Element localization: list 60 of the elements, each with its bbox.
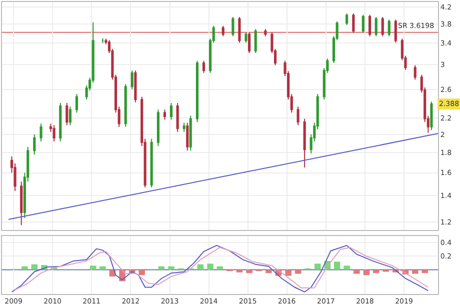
bar	[344, 266, 350, 270]
bar	[207, 264, 214, 270]
bar	[372, 270, 380, 274]
candlestick	[134, 70, 137, 103]
candlestick	[222, 25, 224, 37]
candlestick	[186, 122, 189, 152]
candlestick	[176, 102, 179, 132]
candlestick	[124, 84, 127, 128]
candlestick	[381, 16, 384, 37]
candlestick	[352, 13, 355, 34]
bar	[294, 270, 302, 274]
candlestick	[430, 101, 433, 131]
candlestick	[130, 70, 134, 90]
candlestick	[170, 102, 173, 120]
candlestick	[101, 38, 104, 44]
candlestick	[156, 109, 160, 146]
candlestick	[238, 16, 241, 44]
candlestick	[40, 123, 42, 142]
bar	[236, 270, 243, 272]
candlestick	[163, 109, 166, 120]
bar	[168, 266, 174, 270]
bar	[285, 270, 292, 276]
candlestick	[254, 28, 257, 54]
candlestick	[68, 106, 72, 126]
candlestick	[394, 19, 397, 44]
candlestick	[362, 14, 364, 34]
candlestick	[264, 28, 267, 37]
candlestick	[33, 134, 36, 155]
bar	[354, 270, 360, 274]
bar	[100, 266, 106, 270]
candlestick	[202, 60, 206, 74]
candlestick	[182, 122, 186, 132]
candlestick	[150, 138, 153, 188]
candlestick	[303, 118, 306, 168]
candlestick	[388, 19, 390, 37]
bar	[246, 270, 252, 274]
candlestick	[248, 32, 251, 54]
bar	[363, 270, 370, 276]
candlestick	[244, 32, 248, 44]
bar	[266, 270, 272, 274]
candlestick	[59, 102, 62, 142]
bar	[334, 262, 340, 270]
candlestick	[374, 16, 378, 37]
candlestick	[66, 102, 68, 126]
candlestick	[368, 14, 372, 37]
bar	[22, 266, 28, 270]
candlestick	[196, 60, 199, 122]
bar	[422, 270, 428, 274]
candlestick	[346, 13, 348, 26]
candlestick	[296, 106, 300, 126]
candlestick	[232, 16, 234, 37]
candlestick	[75, 93, 78, 114]
bar	[314, 264, 321, 270]
candlestick	[414, 64, 416, 80]
bar	[412, 270, 418, 274]
candlestick	[189, 115, 192, 152]
candlestick	[52, 124, 56, 142]
candlestick	[20, 181, 23, 226]
bar	[138, 270, 145, 276]
bar	[90, 266, 96, 270]
